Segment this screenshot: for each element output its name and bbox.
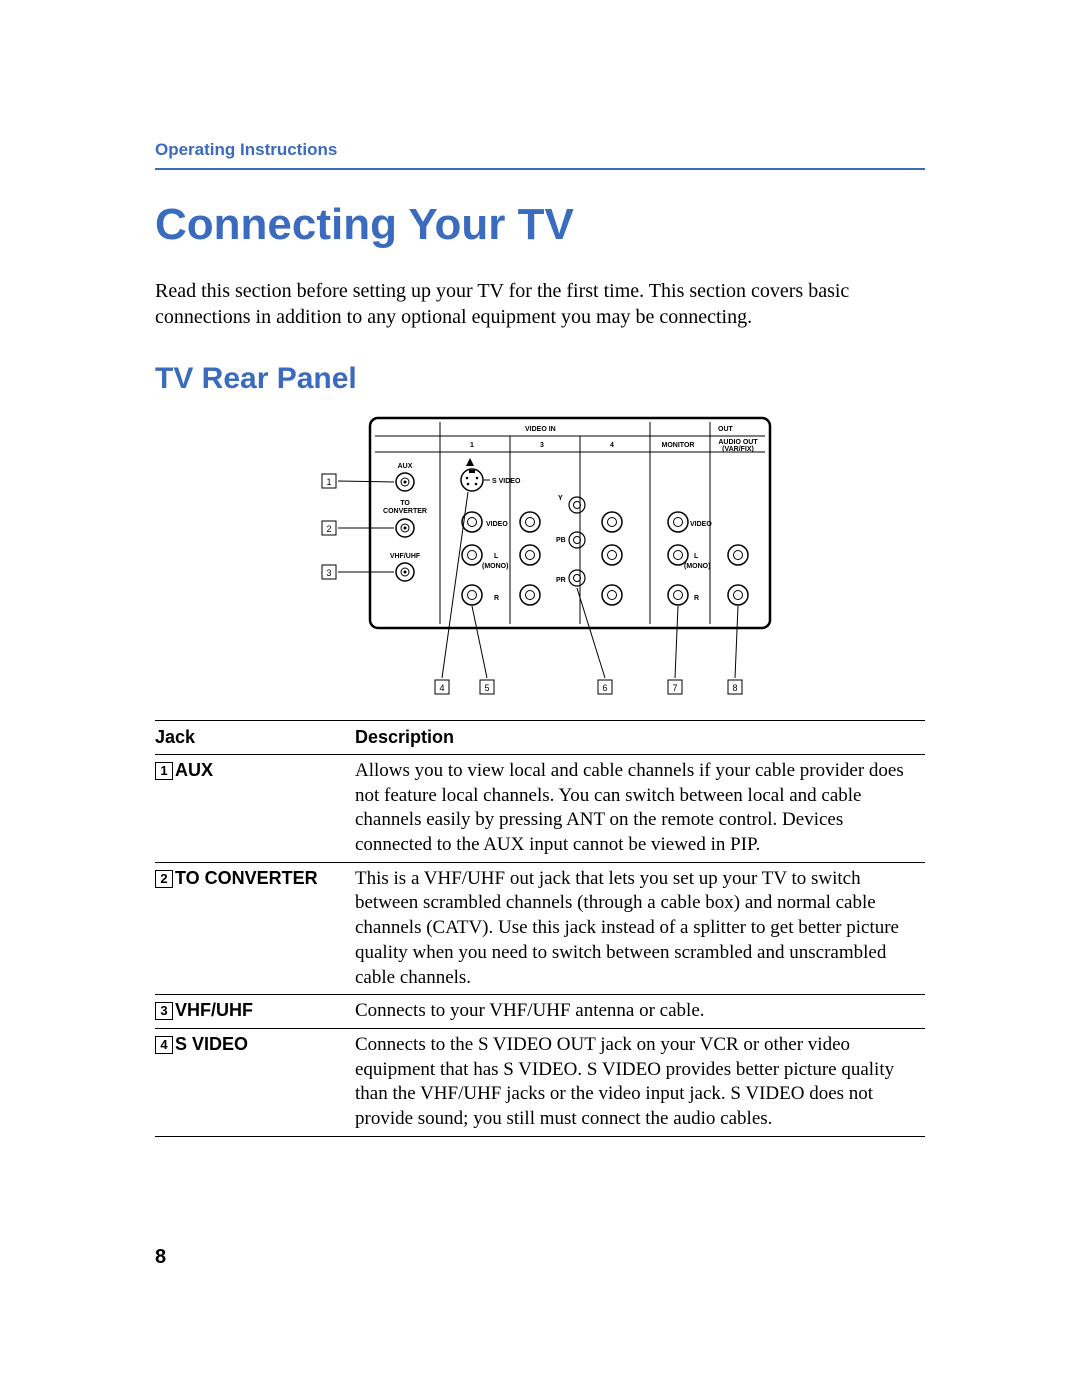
table-row: 3VHF/UHF Connects to your VHF/UHF antenn… bbox=[155, 995, 925, 1029]
table-row: 2TO CONVERTER This is a VHF/UHF out jack… bbox=[155, 862, 925, 994]
row-name: AUX bbox=[175, 760, 213, 780]
row-name: S VIDEO bbox=[175, 1034, 248, 1054]
callout-7: 7 bbox=[668, 606, 682, 694]
svg-text:6: 6 bbox=[602, 683, 607, 693]
page: Operating Instructions Connecting Your T… bbox=[0, 0, 1080, 1137]
page-title: Connecting Your TV bbox=[155, 200, 925, 250]
subheading: TV Rear Panel bbox=[155, 362, 925, 396]
label-pb: PB bbox=[556, 537, 566, 544]
label-l: L bbox=[494, 553, 499, 560]
label-video-row: VIDEO bbox=[486, 521, 508, 528]
jack-table: Jack Description 1AUX Allows you to view… bbox=[155, 720, 925, 1137]
label-mono1: (MONO) bbox=[482, 563, 508, 570]
label-col3: 3 bbox=[540, 442, 544, 449]
svg-text:7: 7 bbox=[672, 683, 677, 693]
label-pr: PR bbox=[556, 577, 566, 584]
rear-panel-diagram: VIDEO IN OUT 1 3 4 MONITOR AUDIO OUT (VA… bbox=[155, 410, 925, 710]
label-r: R bbox=[494, 595, 499, 602]
label-y: Y bbox=[558, 495, 563, 502]
callout-8: 8 bbox=[728, 606, 742, 694]
col-desc: Description bbox=[355, 721, 925, 755]
label-mono2: (MONO) bbox=[684, 563, 710, 570]
toconv-jack bbox=[396, 519, 414, 537]
svg-text:4: 4 bbox=[439, 683, 444, 693]
intro-paragraph: Read this section before setting up your… bbox=[155, 278, 925, 330]
label-varfix: (VAR/FIX) bbox=[722, 446, 754, 453]
svg-text:1: 1 bbox=[326, 477, 331, 487]
header-rule bbox=[155, 168, 925, 170]
label-col4: 4 bbox=[610, 442, 614, 449]
row-name: TO CONVERTER bbox=[175, 868, 318, 888]
page-number: 8 bbox=[155, 1246, 166, 1269]
row-num: 2 bbox=[155, 870, 173, 888]
label-video-in: VIDEO IN bbox=[525, 426, 556, 433]
row-num: 1 bbox=[155, 762, 173, 780]
svideo-jack bbox=[461, 469, 483, 491]
section-label: Operating Instructions bbox=[155, 140, 925, 160]
label-r-out: R bbox=[694, 595, 699, 602]
row-desc: Connects to your VHF/UHF antenna or cabl… bbox=[355, 995, 925, 1029]
callout-3: 3 bbox=[322, 565, 394, 579]
label-monitor: MONITOR bbox=[662, 442, 695, 449]
svg-text:3: 3 bbox=[326, 568, 331, 578]
svg-text:5: 5 bbox=[484, 683, 489, 693]
label-vhfuhf: VHF/UHF bbox=[390, 553, 421, 560]
callout-2: 2 bbox=[322, 521, 394, 535]
callout-5: 5 bbox=[472, 606, 494, 694]
arrow-down-icon bbox=[466, 458, 474, 466]
row-num: 4 bbox=[155, 1036, 173, 1054]
table-row: 1AUX Allows you to view local and cable … bbox=[155, 755, 925, 863]
row-desc: Allows you to view local and cable chann… bbox=[355, 755, 925, 863]
table-row: 4S VIDEO Connects to the S VIDEO OUT jac… bbox=[155, 1028, 925, 1136]
label-col1: 1 bbox=[470, 442, 474, 449]
row-name: VHF/UHF bbox=[175, 1000, 253, 1020]
label-aux: AUX bbox=[398, 463, 413, 470]
label-converter: CONVERTER bbox=[383, 508, 427, 515]
label-audio-out: AUDIO OUT bbox=[718, 439, 758, 446]
row-desc: Connects to the S VIDEO OUT jack on your… bbox=[355, 1028, 925, 1136]
row-num: 3 bbox=[155, 1002, 173, 1020]
aux-jack bbox=[396, 473, 414, 491]
vhfuhf-jack bbox=[396, 563, 414, 581]
label-to: TO bbox=[400, 500, 410, 507]
label-video-out: VIDEO bbox=[690, 521, 712, 528]
label-l-out: L bbox=[694, 553, 699, 560]
label-svideo: S VIDEO bbox=[492, 478, 521, 485]
svg-text:2: 2 bbox=[326, 524, 331, 534]
rear-panel-svg: VIDEO IN OUT 1 3 4 MONITOR AUDIO OUT (VA… bbox=[280, 410, 800, 710]
label-out: OUT bbox=[718, 426, 734, 433]
row-desc: This is a VHF/UHF out jack that lets you… bbox=[355, 862, 925, 994]
callout-1: 1 bbox=[322, 474, 394, 488]
col-jack: Jack bbox=[155, 721, 355, 755]
svg-text:8: 8 bbox=[732, 683, 737, 693]
